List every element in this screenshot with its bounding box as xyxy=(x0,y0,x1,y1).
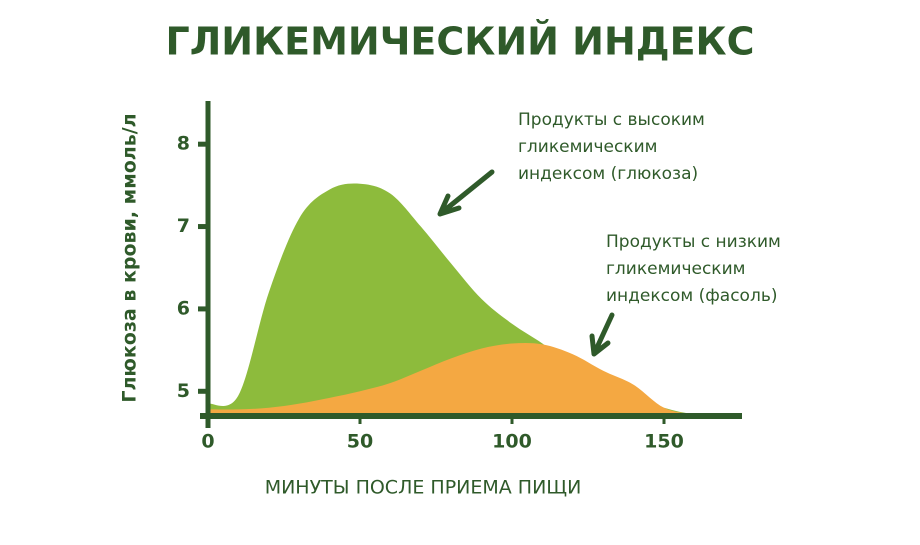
arrow xyxy=(589,312,615,357)
annotation: Продукты с высоким xyxy=(518,110,705,130)
x-tick-label: 150 xyxy=(644,431,684,453)
y-axis-label: Глюкоза в крови, ммоль/л xyxy=(119,113,141,402)
area xyxy=(208,342,725,416)
annotation: индексом (глюкоза) xyxy=(518,164,698,184)
annotation: гликемическим xyxy=(518,137,657,157)
annotation: гликемическим xyxy=(606,259,745,279)
y-tick-label: 5 xyxy=(177,380,190,402)
annotation: Продукты с низким xyxy=(606,232,781,252)
plot-area xyxy=(208,183,725,416)
y-tick-label: 6 xyxy=(177,297,190,319)
x-tick-label: 100 xyxy=(492,431,532,453)
y-tick-label: 7 xyxy=(177,215,190,237)
y-tick-label: 8 xyxy=(177,133,190,155)
x-axis-label: МИНУТЫ ПОСЛЕ ПРИЕМА ПИЩИ xyxy=(265,477,582,499)
area xyxy=(208,183,725,416)
annotation: индексом (фасоль) xyxy=(606,286,777,306)
chart-title: ГЛИКЕМИЧЕСКИЙ ИНДЕКС xyxy=(165,20,754,64)
x-tick-label: 50 xyxy=(347,431,373,453)
x-tick-label: 0 xyxy=(201,431,214,453)
arrow xyxy=(437,169,495,217)
